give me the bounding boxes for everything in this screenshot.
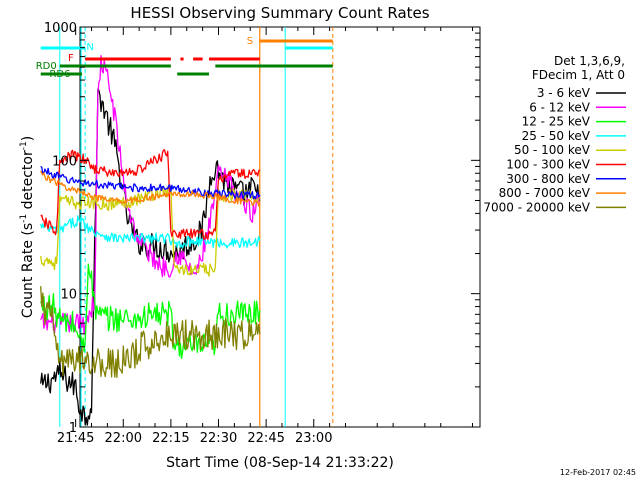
- axes: 21:45 22:00 22:15 22:30 22:45 23:00 1 10 100 1000: [44, 21, 480, 446]
- legend-entry-label: 800 - 7000 keV: [499, 186, 591, 200]
- flag-label-flare: F: [68, 53, 74, 64]
- y-tick-label: 10: [60, 288, 77, 303]
- y-axis-label: Count Rate (s-1 detector-1): [19, 136, 36, 318]
- series-line: [40, 215, 261, 249]
- flag-label-night: N: [86, 42, 93, 53]
- y-tick-label: 1000: [44, 21, 77, 36]
- legend-entry-label: 100 - 300 keV: [506, 158, 590, 172]
- chart-title: HESSI Observing Summary Count Rates: [130, 4, 429, 22]
- x-tick-label: 21:45: [57, 431, 94, 446]
- timestamp: 12-Feb-2017 02:45: [560, 468, 636, 477]
- x-tick-label: 22:00: [105, 431, 142, 446]
- plot-frame: [79, 26, 481, 428]
- legend-entry-label: 12 - 25 keV: [522, 115, 591, 129]
- series-layer: [40, 55, 261, 426]
- x-axis-label: Start Time (08-Sep-14 21:33:22): [166, 455, 394, 471]
- legend-entry-label: 25 - 50 keV: [522, 129, 591, 143]
- legend-entry-label: 7000 - 20000 keV: [483, 200, 590, 214]
- flag-label-rd6: RD6: [49, 69, 70, 80]
- legend: Det 1,3,6,9, FDecim 1, Att 0 3 - 6 keV6 …: [483, 54, 626, 214]
- x-tick-label: 22:45: [247, 431, 284, 446]
- flag-label-saa: S: [247, 36, 253, 47]
- x-tick-label: 22:15: [152, 431, 189, 446]
- legend-entry-label: 3 - 6 keV: [537, 86, 591, 100]
- series-line: [40, 263, 261, 360]
- flag-label-rd0: RD0: [36, 61, 57, 72]
- y-tick-label: 1: [69, 421, 77, 436]
- x-tick-label: 22:30: [200, 431, 237, 446]
- series-line: [40, 286, 261, 379]
- legend-header-1: Det 1,3,6,9,: [554, 54, 625, 68]
- legend-entry-label: 50 - 100 keV: [514, 143, 591, 157]
- x-tick-label: 23:00: [295, 431, 332, 446]
- series-line: [40, 88, 261, 426]
- series-line: [40, 149, 261, 240]
- series-line: [40, 170, 261, 207]
- series-line: [40, 55, 261, 335]
- legend-entry-label: 6 - 12 keV: [529, 100, 591, 114]
- y-tick-label: 100: [52, 154, 77, 169]
- legend-header-2: FDecim 1, Att 0: [532, 68, 625, 82]
- legend-entry-label: 300 - 800 keV: [506, 172, 590, 186]
- series-line: [40, 165, 261, 200]
